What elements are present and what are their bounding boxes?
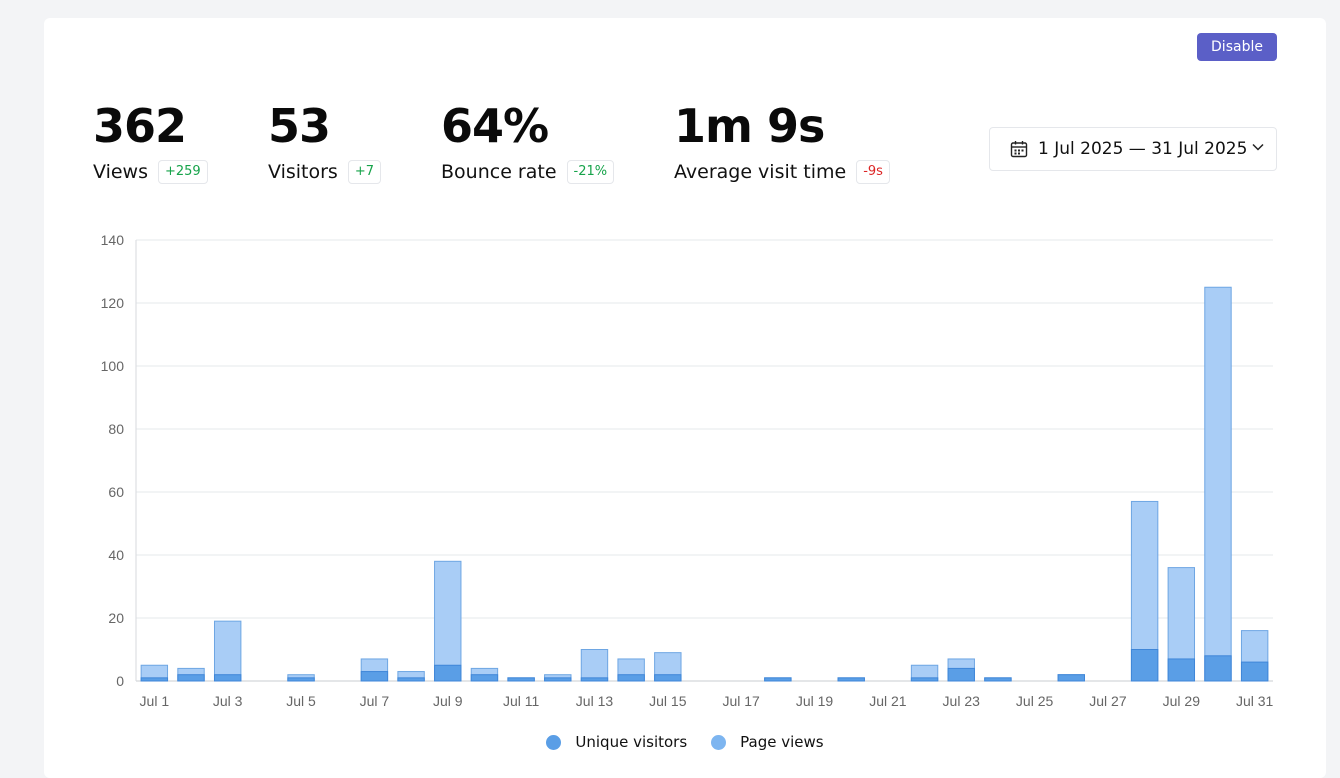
bar-unique-visitors <box>837 677 865 682</box>
x-tick-label: Jul 1 <box>140 693 170 709</box>
disable-button[interactable]: Disable <box>1197 33 1277 61</box>
bar-page-views <box>580 649 609 682</box>
average-visit-time-value: 1m 9s <box>674 99 825 153</box>
bar-unique-visitors <box>360 671 389 682</box>
y-tick-label: 60 <box>108 484 124 500</box>
x-tick-label: Jul 5 <box>286 693 316 709</box>
bar-unique-visitors <box>140 677 169 682</box>
bar-unique-visitors <box>764 677 792 682</box>
visitors-value: 53 <box>268 99 331 153</box>
bar-unique-visitors <box>544 677 572 682</box>
bounce-rate-delta-badge: -21% <box>566 160 615 184</box>
bar-unique-visitors <box>947 667 975 682</box>
stat-average-visit-time: 1m 9s Average visit time -9s <box>674 100 890 184</box>
bar-unique-visitors <box>397 677 425 682</box>
legend-dot-page-views <box>711 734 727 750</box>
stat-visitors: 53 Visitors +7 <box>268 100 381 184</box>
bar-unique-visitors <box>1130 649 1159 682</box>
x-tick-label: Jul 7 <box>360 693 390 709</box>
y-tick-label: 80 <box>108 421 124 437</box>
visitors-delta-badge: +7 <box>347 160 381 184</box>
x-tick-label: Jul 19 <box>796 693 834 709</box>
calendar-icon <box>1010 141 1028 158</box>
analytics-card: Disable 362 Views +259 53 Visitors +7 64… <box>44 18 1326 778</box>
bar-unique-visitors <box>177 674 205 682</box>
x-tick-label: Jul 29 <box>1163 693 1201 709</box>
y-tick-label: 120 <box>101 295 125 311</box>
bar-unique-visitors <box>470 674 499 682</box>
views-value: 362 <box>93 99 187 153</box>
visits-bar-chart: 0 20 40 60 80 100 120 140 Jul 1 Jul 3 Jul 5 Jul 7 Ju… <box>101 232 1274 709</box>
chart-legend: Unique visitors Page views <box>44 733 1326 751</box>
bar-page-views <box>1204 286 1232 682</box>
x-tick-label: Jul 9 <box>433 693 463 709</box>
bar-unique-visitors <box>1240 661 1269 682</box>
bar-unique-visitors <box>213 674 242 682</box>
x-tick-label: Jul 13 <box>576 693 614 709</box>
bar-page-views <box>434 560 462 682</box>
bar-unique-visitors <box>617 674 645 682</box>
bar-unique-visitors <box>654 674 682 682</box>
bar-unique-visitors <box>1204 655 1232 682</box>
x-tick-label: Jul 21 <box>869 693 907 709</box>
date-range-label: 1 Jul 2025 — 31 Jul 2025 <box>1038 139 1248 159</box>
y-tick-label: 0 <box>116 673 124 689</box>
bar-unique-visitors <box>910 677 939 682</box>
bar-unique-visitors <box>287 677 315 682</box>
x-tick-label: Jul 17 <box>722 693 760 709</box>
bar-unique-visitors <box>507 677 535 682</box>
views-label: Views <box>93 161 148 183</box>
x-tick-label: Jul 3 <box>213 693 243 709</box>
date-range-picker[interactable]: 1 Jul 2025 — 31 Jul 2025 <box>989 127 1277 171</box>
bar-unique-visitors <box>984 677 1012 682</box>
legend-label-page-views: Page views <box>740 733 824 751</box>
bar-unique-visitors <box>580 677 609 682</box>
x-tick-label: Jul 27 <box>1089 693 1127 709</box>
average-visit-time-delta-badge: -9s <box>856 160 890 184</box>
x-tick-label: Jul 25 <box>1016 693 1054 709</box>
x-tick-label: Jul 23 <box>943 693 981 709</box>
legend-dot-unique-visitors <box>546 734 562 750</box>
stat-bounce-rate: 64% Bounce rate -21% <box>441 99 615 184</box>
bar-unique-visitors <box>1057 674 1085 682</box>
average-visit-time-label: Average visit time <box>674 161 847 183</box>
bar-unique-visitors <box>1167 658 1196 682</box>
stat-views: 362 Views +259 <box>93 100 208 184</box>
x-tick-label: Jul 31 <box>1236 693 1274 709</box>
y-tick-label: 20 <box>108 610 124 626</box>
bounce-rate-value: 64% <box>441 99 549 153</box>
visitors-label: Visitors <box>268 161 338 183</box>
legend-page-views[interactable]: Page views <box>711 733 824 751</box>
bounce-rate-label: Bounce rate <box>441 161 557 183</box>
views-delta-badge: +259 <box>158 160 208 184</box>
legend-label-unique-visitors: Unique visitors <box>575 733 688 751</box>
x-tick-label: Jul 15 <box>649 693 687 709</box>
bar-unique-visitors <box>434 664 462 682</box>
y-tick-label: 40 <box>108 547 124 563</box>
x-tick-label: Jul 11 <box>503 693 540 709</box>
chevron-down-icon <box>1252 143 1264 151</box>
y-tick-label: 140 <box>101 232 125 248</box>
bar-page-views <box>213 620 242 682</box>
y-tick-label: 100 <box>101 358 125 374</box>
legend-unique-visitors[interactable]: Unique visitors <box>546 733 687 751</box>
